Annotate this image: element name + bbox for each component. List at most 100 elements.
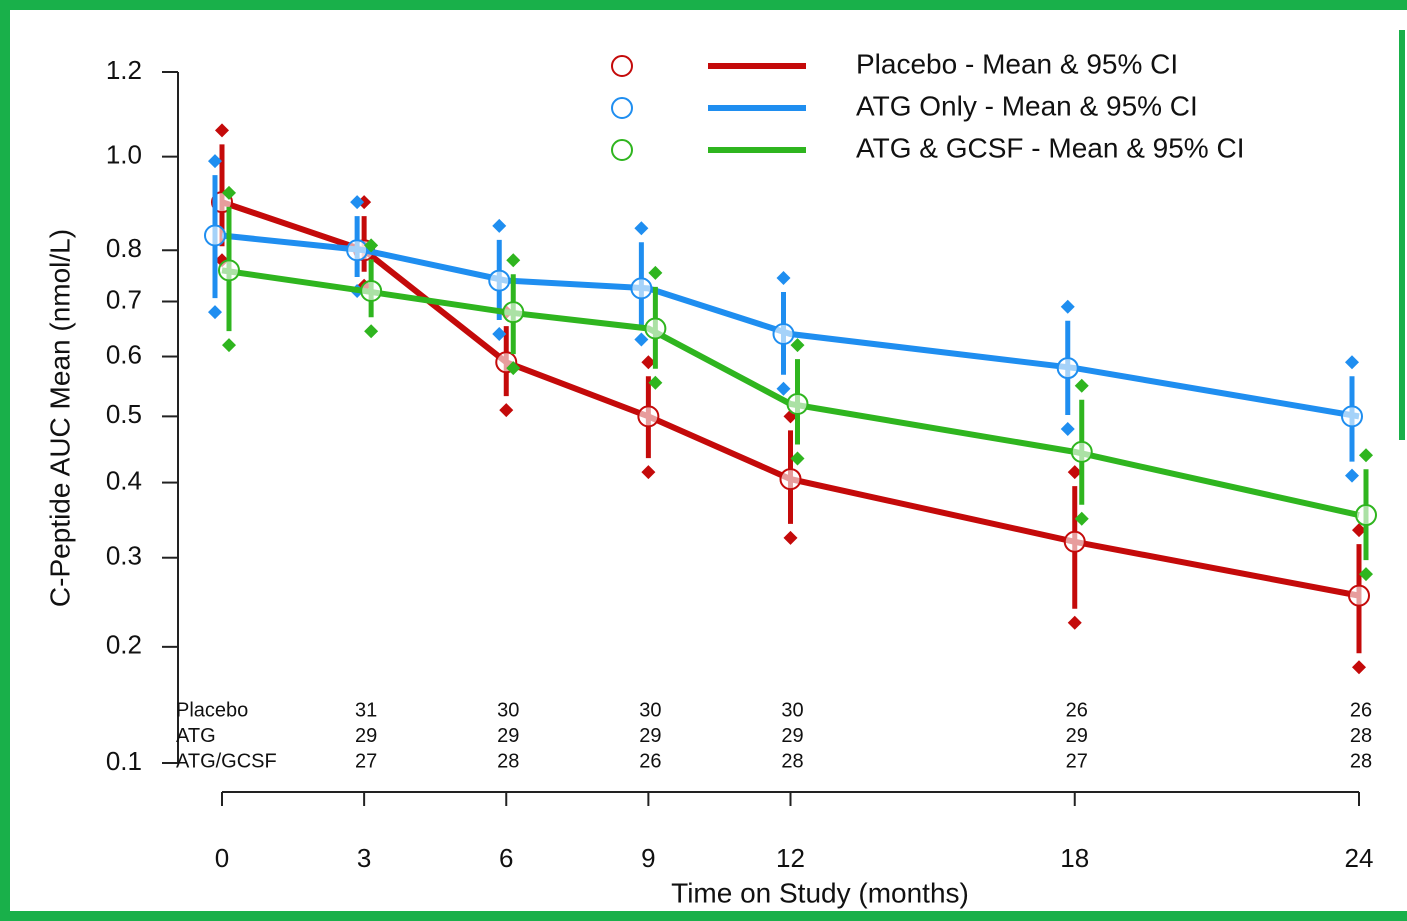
ci-marker [1067,615,1082,630]
ci-marker [1359,448,1373,463]
ci-marker [790,451,805,466]
ci-marker [776,271,791,286]
ci-marker [364,238,379,253]
ci-marker [222,338,236,353]
risk-count: 28 [781,750,803,772]
ci-marker [208,305,222,320]
risk-count: 27 [1066,750,1088,772]
y-tick-label: 1.2 [106,55,142,85]
ci-marker [790,338,805,353]
risk-count: 30 [497,699,519,721]
x-tick-label: 3 [357,843,371,873]
ci-marker [1345,468,1359,483]
x-tick-label: 18 [1060,843,1089,873]
risk-count: 30 [639,699,661,721]
ci-marker [783,530,798,545]
ci-marker [208,154,222,169]
ci-marker [499,403,514,418]
risk-count: 28 [1350,725,1372,747]
ci-marker [1060,299,1075,314]
mean-point [218,259,240,282]
ci-marker [634,221,649,236]
mean-point [630,277,653,300]
ci-marker [350,195,365,210]
mean-point [637,405,660,428]
risk-label: ATG [176,725,216,747]
mean-point [1355,504,1377,527]
risk-label: ATG/GCSF [176,750,277,772]
risk-count: 30 [781,699,803,721]
risk-count: 26 [639,750,661,772]
y-tick-label: 0.5 [106,399,142,429]
ci-marker [1359,567,1373,582]
mean-point [346,239,369,262]
x-tick-label: 0 [215,843,229,873]
y-tick-label: 0.2 [106,630,142,660]
mean-point [502,301,525,324]
ci-marker [506,253,521,268]
mean-point [1341,405,1363,428]
risk-count: 28 [1350,750,1372,772]
legend-label: Placebo - Mean & 95% CI [856,48,1178,79]
legend-label: ATG & GCSF - Mean & 95% CI [856,132,1244,163]
x-tick-label: 6 [499,843,513,873]
ci-marker [1352,660,1366,675]
legend-marker [611,97,633,119]
risk-count: 26 [1350,699,1372,721]
y-axis-title: C-Peptide AUC Mean (nmol/L) [44,229,75,607]
ci-marker [506,361,521,376]
ci-marker [1067,465,1082,480]
mean-point [488,269,511,292]
ci-marker [492,218,507,233]
ci-marker [492,326,507,341]
risk-count: 31 [355,699,377,721]
y-tick-label: 1.0 [106,140,142,170]
ci-marker [1060,422,1075,437]
ci-marker [1352,523,1366,538]
ci-marker [648,375,663,390]
mean-point [1070,440,1093,463]
x-tick-label: 9 [641,843,655,873]
legend-label: ATG Only - Mean & 95% CI [856,90,1198,121]
y-tick-label: 0.3 [106,541,142,571]
y-tick-label: 0.7 [106,284,142,314]
ci-marker [1074,378,1089,393]
ci-marker [648,265,663,280]
risk-label: Placebo [176,699,248,721]
legend-marker [611,55,633,77]
mean-point [772,322,795,345]
ci-marker [1345,355,1359,370]
mean-point [1348,584,1370,607]
mean-point [360,279,383,302]
risk-count: 28 [497,750,519,772]
x-axis-title: Time on Study (months) [671,877,969,908]
mean-point [204,224,226,247]
ci-marker [641,355,656,370]
risk-count: 29 [497,725,519,747]
risk-count: 26 [1066,699,1088,721]
mean-point [1056,357,1079,380]
y-tick-label: 0.6 [106,339,142,369]
risk-count: 29 [781,725,803,747]
ci-marker [222,185,236,200]
risk-count: 27 [355,750,377,772]
x-tick-label: 24 [1345,843,1374,873]
risk-count: 29 [355,725,377,747]
ci-marker [634,332,649,347]
mean-point [786,392,809,415]
legend-marker [611,139,633,161]
y-tick-label: 0.8 [106,233,142,263]
mean-point [779,468,802,491]
ci-marker [776,381,791,396]
mean-point [644,317,667,340]
ci-marker [1074,511,1089,526]
ci-marker [364,324,379,339]
y-tick-label: 0.1 [106,746,142,776]
ci-marker [215,123,229,138]
risk-count: 29 [639,725,661,747]
mean-point [1063,530,1086,553]
y-tick-label: 0.4 [106,465,142,495]
ci-marker [641,465,656,480]
